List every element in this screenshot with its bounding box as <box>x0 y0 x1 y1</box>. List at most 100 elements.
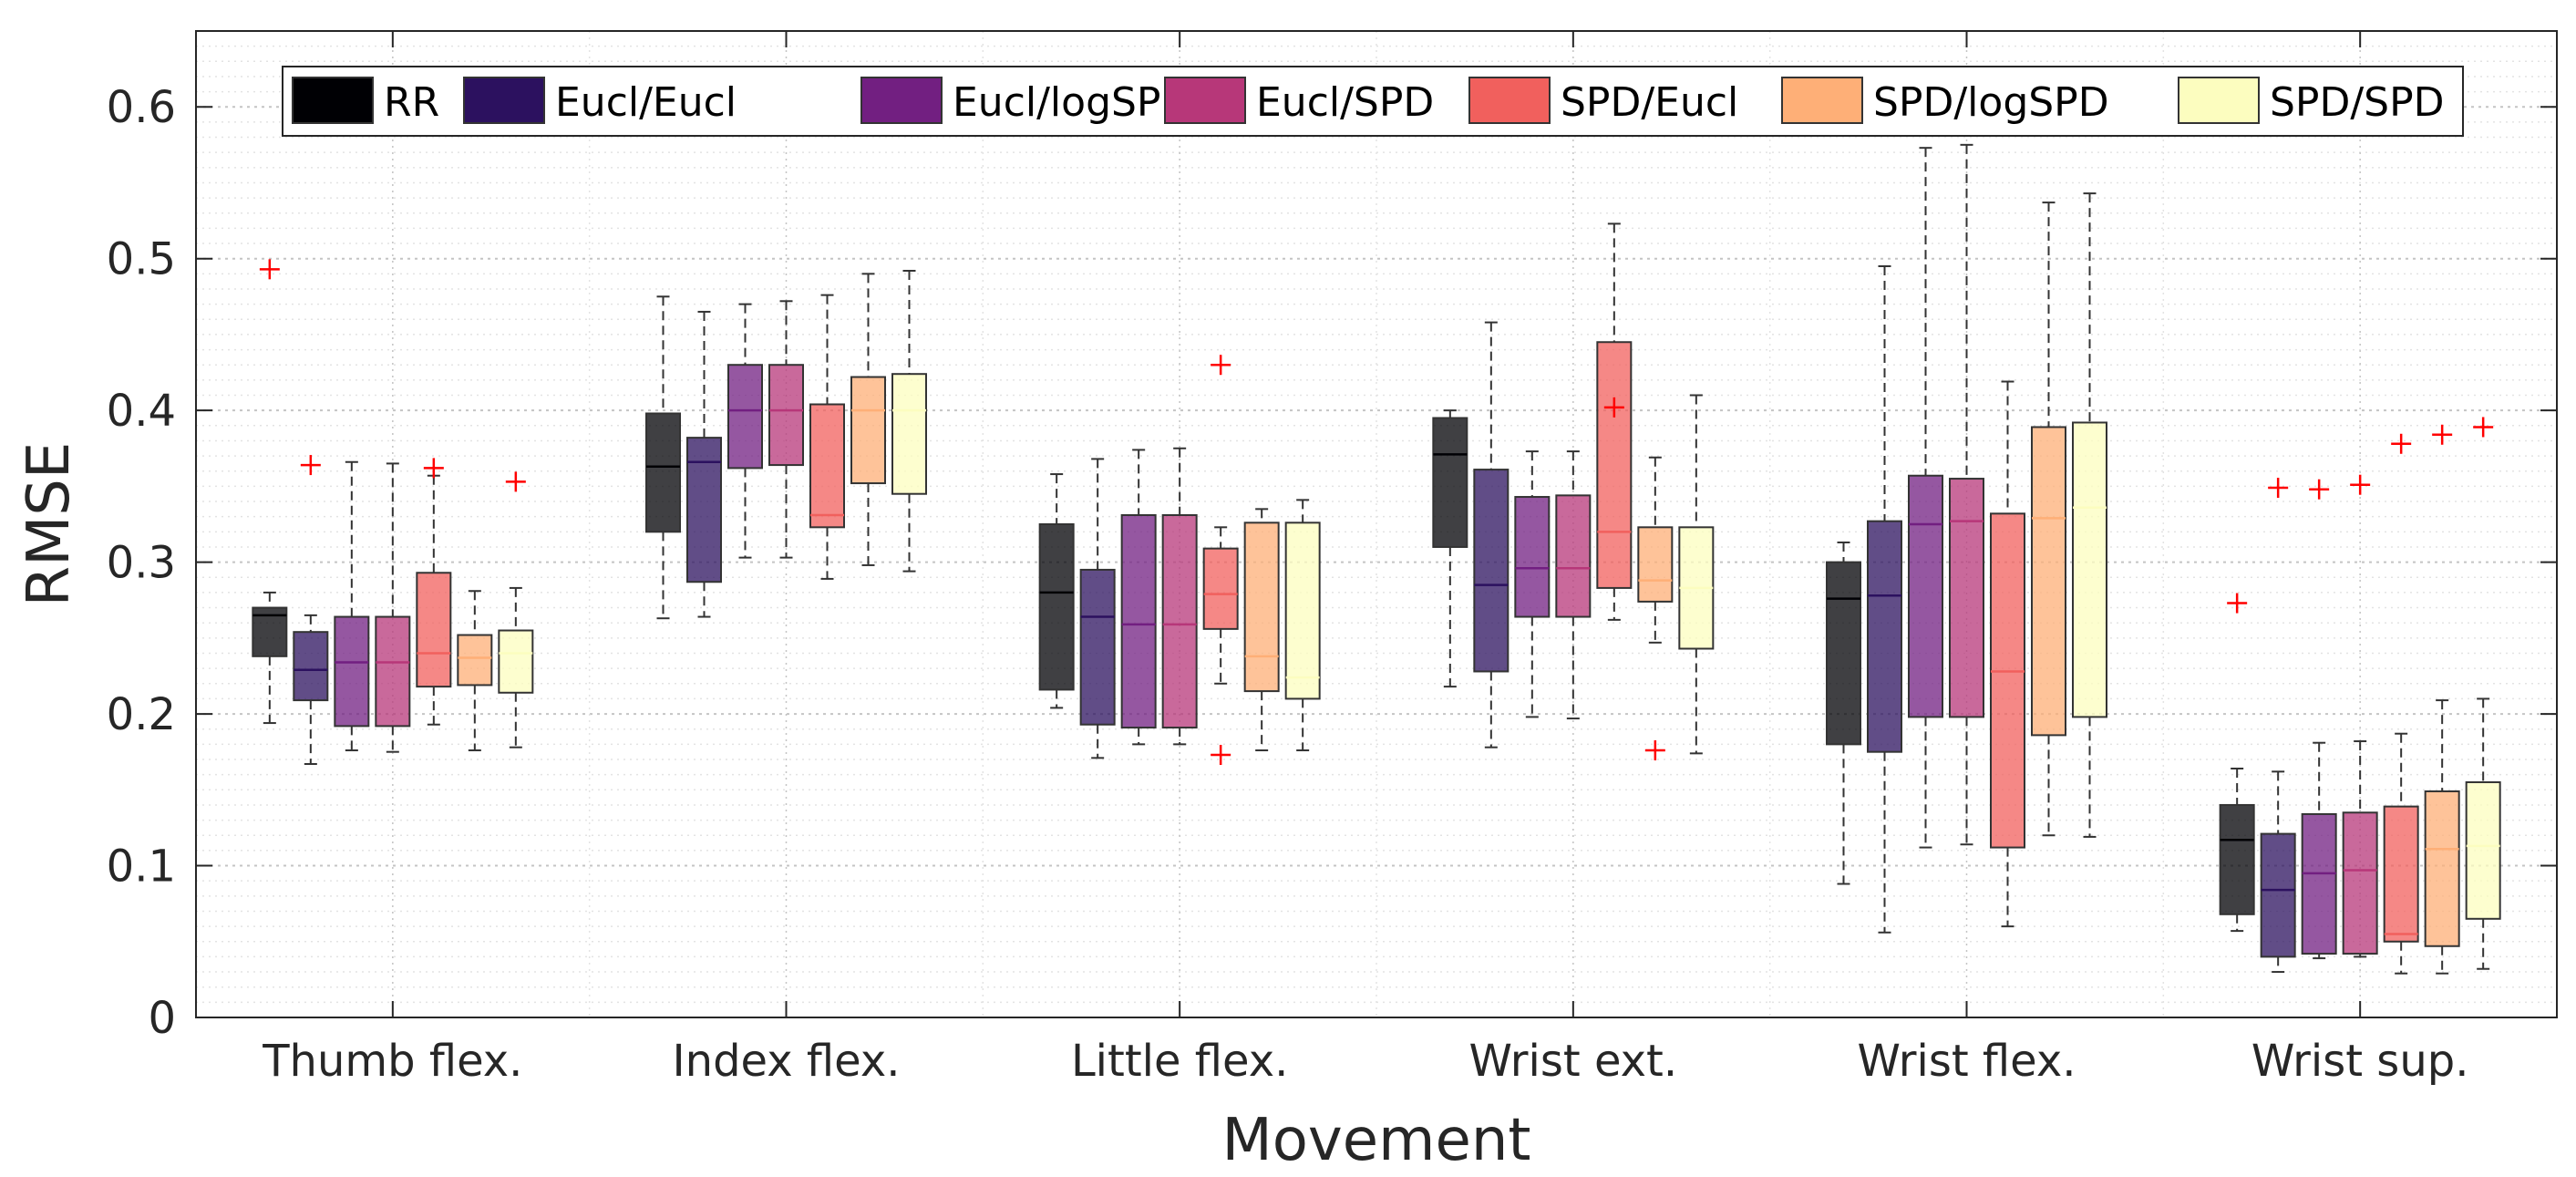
box-iqr <box>686 437 722 583</box>
y-tick-label: 0 <box>148 993 176 1044</box>
legend-entry-eucl-eucl: Eucl/Eucl <box>463 77 737 126</box>
y-tick-label: 0.1 <box>107 841 176 893</box>
box-eucl-spd <box>375 462 411 753</box>
box-iqr <box>1038 523 1075 691</box>
legend-swatch <box>2178 77 2260 124</box>
outlier-marker <box>2309 479 2330 500</box>
legend-swatch <box>292 77 374 124</box>
box-rr <box>1432 409 1468 688</box>
y-axis-title: RMSE <box>15 442 83 607</box>
legend-entry-rr: RR <box>292 77 439 126</box>
legend-label: Eucl/Eucl <box>555 79 737 126</box>
legend-swatch <box>463 77 545 124</box>
legend-label: Eucl/SPD <box>1256 79 1434 126</box>
box-iqr <box>1079 568 1116 726</box>
box-spd-eucl <box>1990 380 2025 928</box>
x-tick-label: Index flex. <box>673 1036 901 1087</box>
box-iqr <box>2031 426 2066 737</box>
legend-entry-eucl-spd: Eucl/SPD <box>1164 77 1434 126</box>
box-iqr <box>1120 514 1157 729</box>
outlier-marker <box>505 471 526 492</box>
legend-entry-eucl-logspd: Eucl/logSPD <box>860 77 1191 126</box>
box-eucl-spd <box>1949 143 1984 846</box>
outlier-marker <box>423 458 444 479</box>
y-tick-label: 0.5 <box>107 234 176 285</box>
box-iqr <box>2342 811 2378 955</box>
box-eucl-logspd <box>1908 147 1943 849</box>
box-eucl-logspd <box>2301 479 2337 960</box>
box-iqr <box>1432 417 1468 548</box>
box-rr <box>1038 473 1075 709</box>
outlier-marker <box>2432 424 2453 445</box>
outlier-marker <box>2473 417 2494 438</box>
box-rr <box>1826 541 1861 885</box>
outlier-marker <box>1211 745 1231 766</box>
box-iqr <box>416 572 452 688</box>
box-spd-eucl <box>1202 355 1239 766</box>
legend-entry-spd-eucl: SPD/Eucl <box>1468 77 1738 126</box>
outlier-marker <box>2391 433 2412 454</box>
box-iqr <box>2383 805 2419 943</box>
y-tick-label: 0.6 <box>107 82 176 133</box>
box-spd-eucl <box>1596 222 1633 621</box>
y-tick-label: 0.2 <box>107 689 176 740</box>
box-eucl-spd <box>768 300 804 559</box>
grid <box>196 31 2557 1017</box>
box-spd-spd <box>498 471 534 749</box>
x-tick-label: Thumb flex. <box>262 1036 522 1087</box>
box-iqr <box>1990 512 2025 849</box>
box-iqr <box>334 615 370 728</box>
box-eucl-eucl <box>1867 265 1902 934</box>
x-tick-label: Wrist sup. <box>2251 1036 2469 1087</box>
box-iqr <box>2301 812 2337 955</box>
box-iqr <box>2219 803 2255 915</box>
box-spd-spd <box>1678 394 1715 755</box>
box-iqr <box>1826 561 1861 746</box>
legend-entry-spd-spd: SPD/SPD <box>2178 77 2445 126</box>
legend-box <box>282 66 2464 137</box>
box-spd-spd <box>891 270 927 573</box>
box-spd-logspd <box>1243 508 1280 752</box>
box-rr <box>252 259 288 725</box>
outlier-marker <box>1211 355 1231 376</box>
box-iqr <box>891 373 927 495</box>
legend-entry-spd-logspd: SPD/logSPD <box>1781 77 2109 126</box>
box-spd-logspd <box>1637 456 1674 761</box>
outlier-marker <box>300 455 321 476</box>
legend-swatch <box>860 77 943 124</box>
box-iqr <box>727 364 763 470</box>
box-spd-logspd <box>457 590 493 752</box>
legend-label: RR <box>384 79 439 126</box>
box-iqr <box>1161 514 1198 729</box>
box-spd-eucl <box>809 294 845 580</box>
box-eucl-logspd <box>1120 449 1157 746</box>
box-iqr <box>1949 478 1984 718</box>
box-iqr <box>1908 474 1943 718</box>
outlier-marker <box>1603 397 1624 418</box>
box-rr <box>645 295 681 620</box>
y-tick-label: 0.3 <box>107 538 176 589</box>
box-spd-eucl <box>2383 433 2419 975</box>
legend-swatch <box>1468 77 1551 124</box>
x-tick-label: Wrist flex. <box>1857 1036 2076 1087</box>
axes: 0 0.1 0.2 0.3 0.4 0.5 0.6 Thumb flex. Index flex… <box>107 31 2557 1087</box>
box-iqr <box>498 629 534 694</box>
box-iqr <box>2260 832 2296 958</box>
legend-swatch <box>1781 77 1863 124</box>
box-eucl-eucl <box>293 455 329 766</box>
box-eucl-logspd <box>1514 450 1551 718</box>
x-axis-title: Movement <box>1222 1107 1531 1174</box>
box-iqr <box>1473 469 1510 673</box>
box-iqr <box>645 412 681 533</box>
outlier-marker <box>259 259 280 280</box>
box-eucl-logspd <box>334 460 370 752</box>
box-spd-eucl <box>416 458 452 726</box>
box-iqr <box>375 615 411 728</box>
box-iqr <box>2424 790 2460 947</box>
box-iqr <box>1867 520 1902 753</box>
box-iqr <box>2465 780 2501 920</box>
box-eucl-logspd <box>727 303 763 559</box>
box-eucl-eucl <box>2260 478 2296 974</box>
box-iqr <box>293 631 329 702</box>
